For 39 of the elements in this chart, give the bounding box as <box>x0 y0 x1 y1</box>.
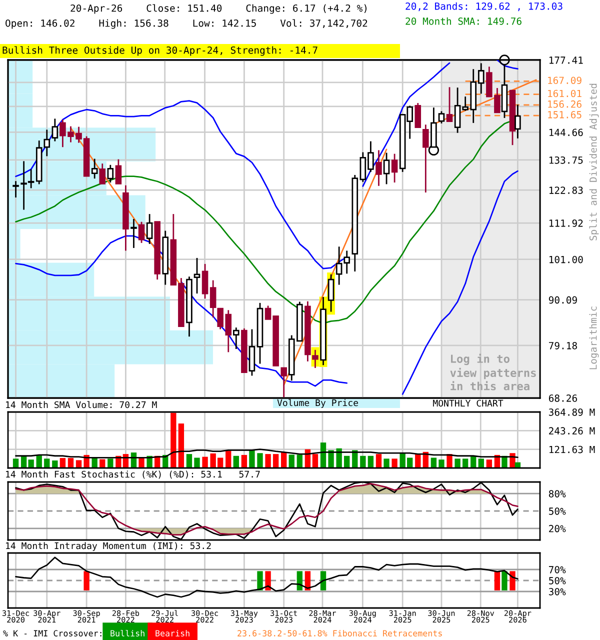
y-tick-label: 30% <box>548 588 566 596</box>
y-tick-label: 177.41 <box>550 56 583 64</box>
y-tick-label: 364.89 M <box>548 408 595 416</box>
y-tick-label: 122.83 <box>550 186 583 194</box>
y-tick-label: 68.26 <box>548 394 577 402</box>
data-label: 167.09 <box>548 76 582 84</box>
chart-title: 14 Month Intraday Momentum (IMI): 53.2 <box>6 542 211 551</box>
y-tick-label: 50% <box>549 577 566 584</box>
text: 20,2 Bands: 129.62 , 173.03 <box>406 2 562 12</box>
y-tick-label: 101.00 <box>550 256 583 264</box>
text: Volume By Price <box>277 399 358 408</box>
text: 23.6-38.2-50-61.8% Fibonacci Retracements <box>238 630 442 636</box>
text: Bullish Three Outside Up on 30-Apr-24, Strength: -14.7 <box>2 46 318 56</box>
y-tick-label: 50% <box>549 508 566 515</box>
text: Split and Dividend Adjusted <box>589 84 599 240</box>
chart-title: 14 Month Fast Stochastic (%K) (%D): 53.1 57.7 <box>6 470 260 479</box>
chart-title: 14 Month SMA Volume: 70.27 M <box>6 401 157 408</box>
y-tick-label: 243.26 M <box>549 427 595 435</box>
chart-subtitle: Open: 146.02 High: 156.38 Low: 142.15 Vol: 37,142,702 <box>6 19 368 29</box>
y-tick-label: 90.09 <box>548 296 577 304</box>
y-tick-label: 20% <box>549 524 566 532</box>
y-tick-label: 80% <box>548 490 566 498</box>
text: MONTHLY CHART <box>433 400 504 407</box>
chart-title: 20-Apr-26 Close: 151.40 Change: 6.17 (+4.2 %) <box>70 4 366 14</box>
y-tick-label: 111.92 <box>550 220 583 227</box>
text: Bearish <box>156 630 190 636</box>
y-tick-label: 133.75 <box>550 156 583 164</box>
y-tick-label: 79.18 <box>548 342 577 350</box>
text: 20 Month SMA: 149.76 <box>406 17 522 25</box>
text: Logarithmic <box>589 306 599 370</box>
text: Bullish <box>110 630 144 636</box>
legend-title: % K - IMI Crossover: <box>3 630 102 636</box>
y-tick-label: 144.66 <box>550 128 583 136</box>
y-tick-label: 70% <box>548 566 566 574</box>
data-label: 156.26 <box>548 100 582 108</box>
y-tick-label: 121.63 M <box>550 446 595 454</box>
band-label: Log in to view patterns in this area <box>450 354 536 390</box>
data-label: 151.65 <box>548 111 582 118</box>
data-label: 161.01 <box>548 90 582 98</box>
